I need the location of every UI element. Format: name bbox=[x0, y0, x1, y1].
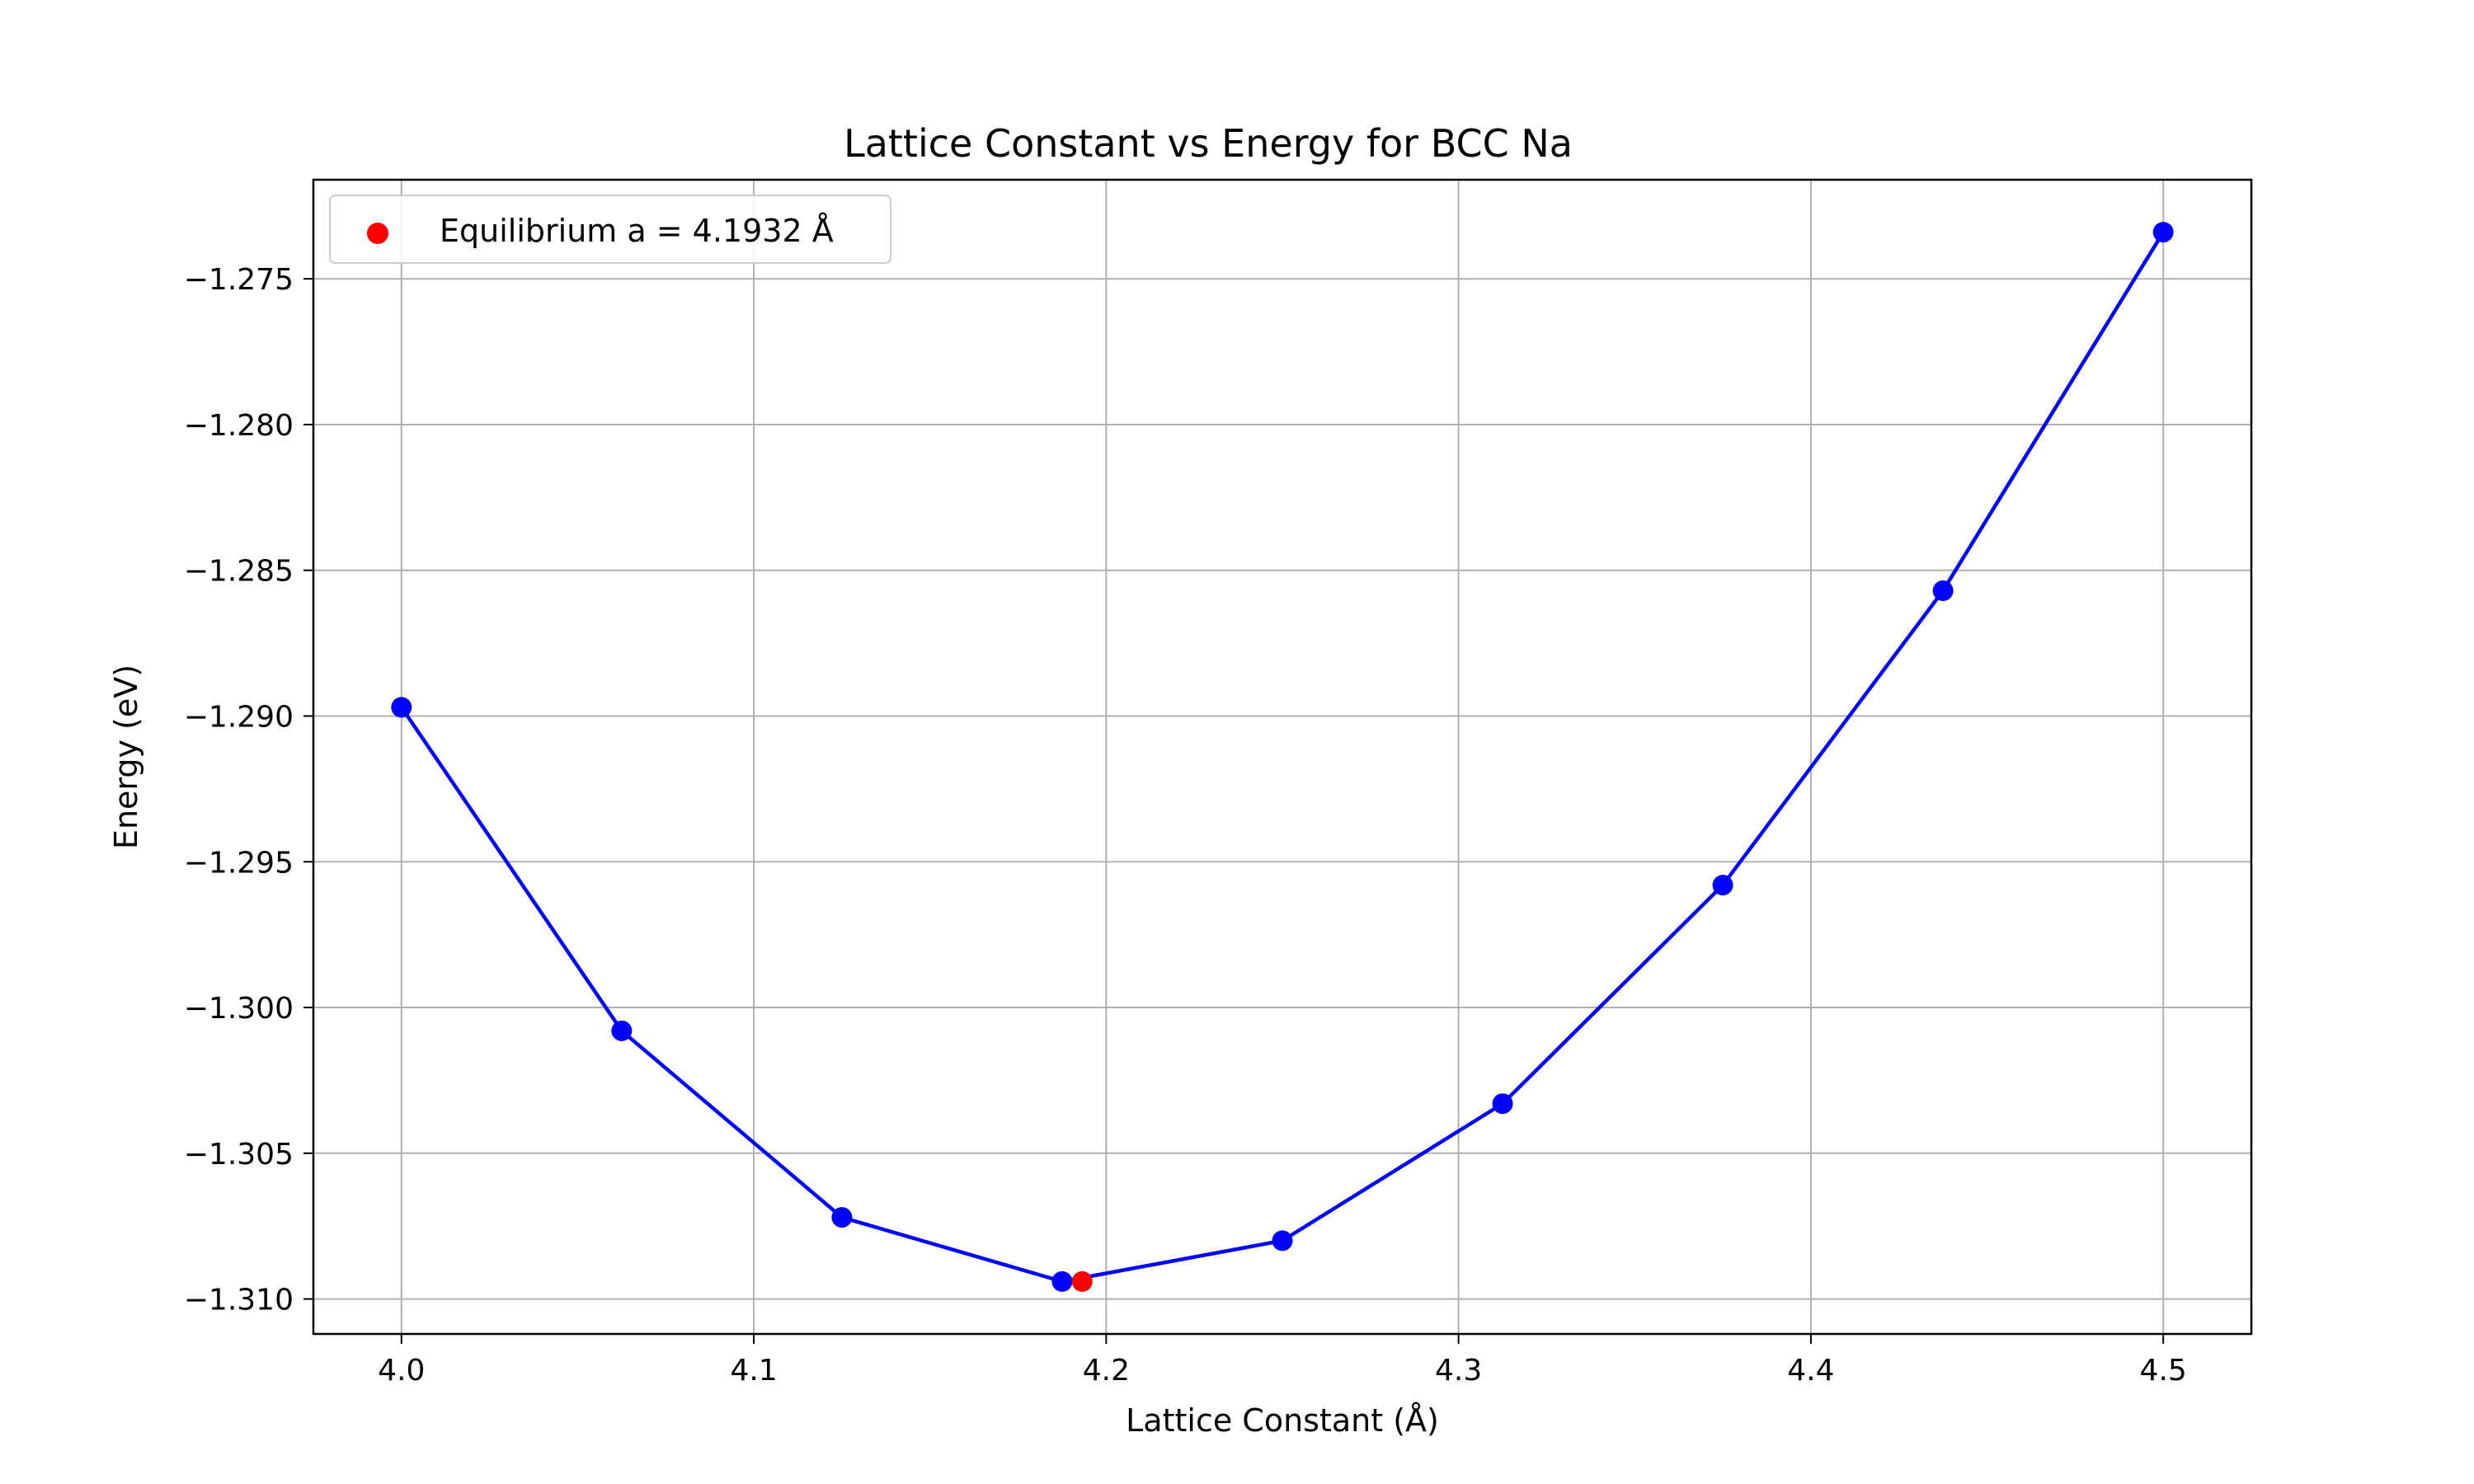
data-point bbox=[1492, 1093, 1513, 1115]
data-point bbox=[611, 1020, 633, 1041]
data-point bbox=[391, 697, 412, 718]
y-tick-label: −1.280 bbox=[184, 409, 294, 443]
y-tick-label: −1.295 bbox=[184, 846, 294, 880]
y-tick-label: −1.285 bbox=[184, 555, 294, 589]
data-point bbox=[1051, 1270, 1073, 1292]
x-tick-label: 4.4 bbox=[1787, 1354, 1834, 1388]
y-axis-label: Energy (eV) bbox=[108, 665, 144, 849]
y-tick-label: −1.305 bbox=[184, 1138, 294, 1172]
equilibrium-point bbox=[1071, 1270, 1093, 1292]
y-tick-label: −1.310 bbox=[184, 1284, 294, 1317]
chart-title: Lattice Constant vs Energy for BCC Na bbox=[844, 121, 1573, 166]
legend: Equilibrium a = 4.1932 Å bbox=[329, 195, 891, 264]
y-tick-label: −1.290 bbox=[184, 701, 294, 735]
x-tick-label: 4.5 bbox=[2140, 1354, 2187, 1388]
y-tick-label: −1.300 bbox=[184, 992, 294, 1026]
plot-frame bbox=[312, 178, 2253, 1336]
x-tick-label: 4.0 bbox=[378, 1354, 425, 1388]
data-point bbox=[2152, 222, 2174, 243]
x-tick-label: 4.1 bbox=[730, 1354, 777, 1388]
data-point bbox=[1712, 875, 1733, 896]
series-layer bbox=[391, 222, 2174, 1292]
data-point bbox=[1272, 1230, 1293, 1252]
tick-layer: 4.0 4.1 4.2 4.3 4.4 4.5 −1.275 −1.280 −1.285 −1.2… bbox=[184, 263, 2187, 1388]
legend-box bbox=[329, 195, 891, 264]
grid-layer bbox=[313, 180, 2251, 1334]
y-tick-label: −1.275 bbox=[184, 263, 294, 297]
x-axis-label: Lattice Constant (Å) bbox=[1126, 1402, 1439, 1439]
legend-marker-equilibrium bbox=[367, 223, 388, 244]
data-point bbox=[831, 1207, 853, 1228]
legend-label-equilibrium: Equilibrium a = 4.1932 Å bbox=[440, 213, 834, 249]
x-tick-label: 4.3 bbox=[1435, 1354, 1482, 1388]
data-point bbox=[1932, 580, 1954, 601]
x-tick-label: 4.2 bbox=[1083, 1354, 1130, 1388]
